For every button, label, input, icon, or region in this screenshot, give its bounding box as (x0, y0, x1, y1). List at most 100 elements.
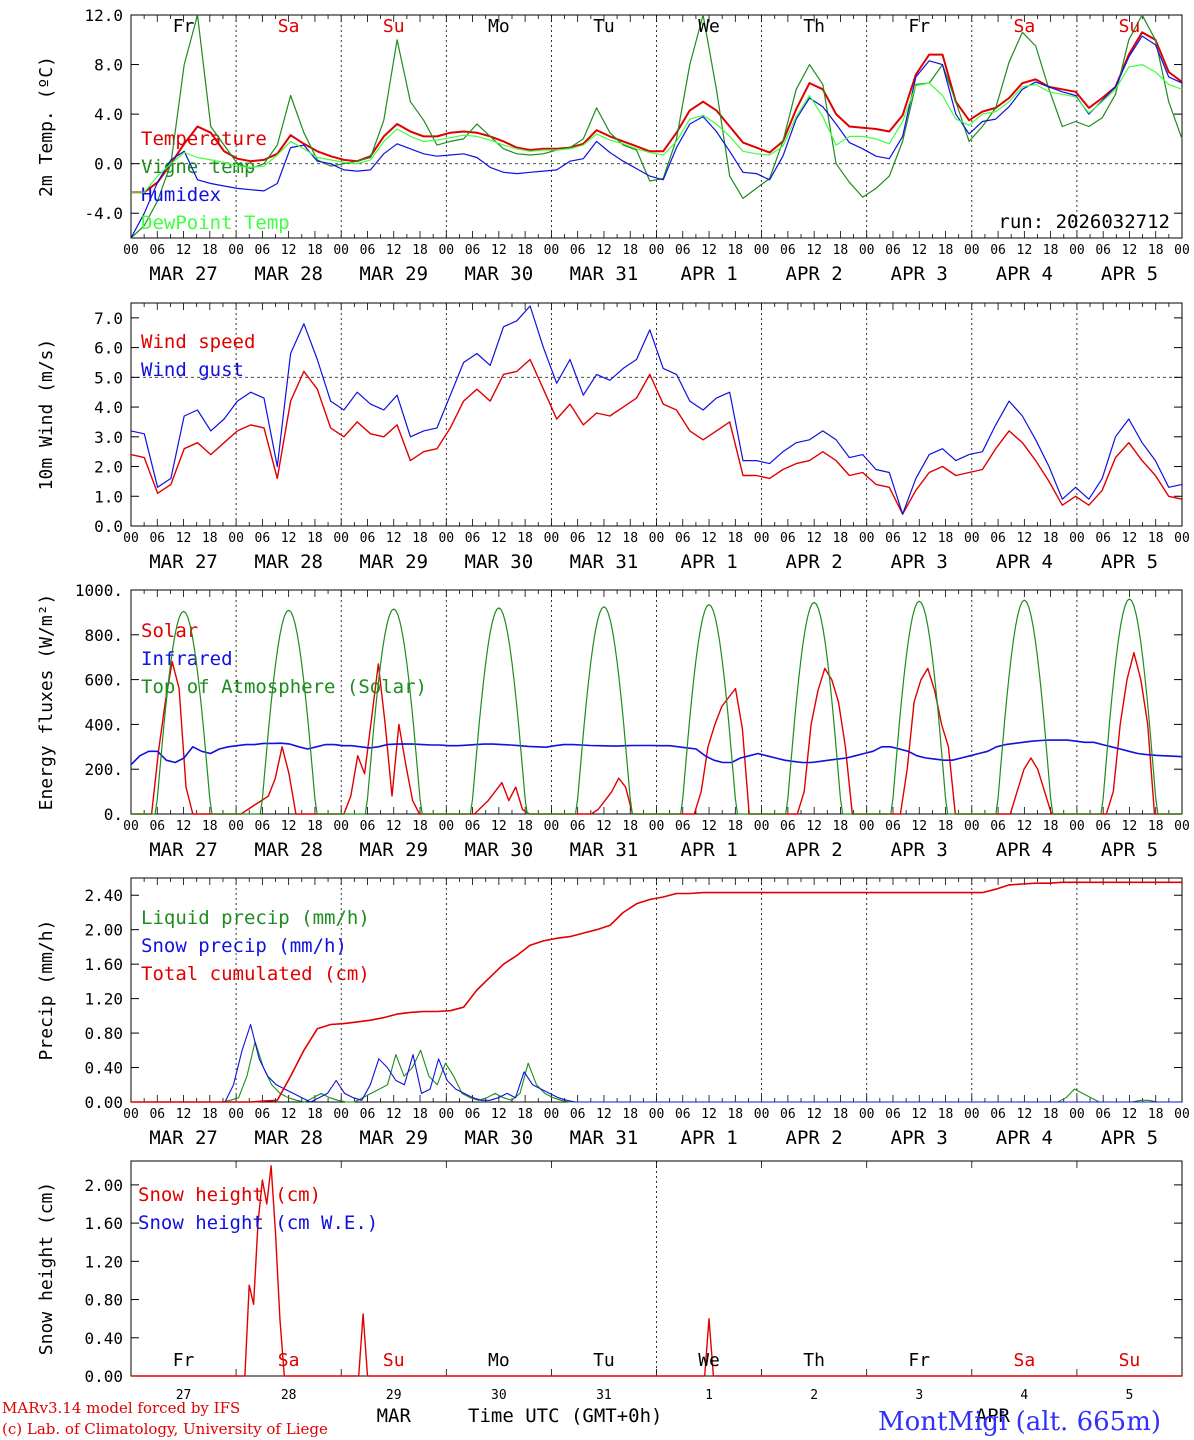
run-label: run: 2026032712 (998, 211, 1170, 233)
y-tick-label: 3.0 (94, 428, 123, 447)
date-label: APR 1 (680, 839, 737, 861)
x-tick-label: 00 (649, 819, 665, 834)
weekday-label: Tu (593, 1350, 615, 1371)
weekday-label: Fr (908, 16, 930, 37)
date-label: MAR 29 (359, 263, 428, 285)
x-tick-label: 06 (570, 819, 586, 834)
y-axis-label: Snow height (cm) (36, 1182, 57, 1355)
y-tick-label: 8.0 (94, 56, 123, 75)
x-tick-label: 18 (727, 1107, 743, 1122)
x-tick-label: 18 (622, 531, 638, 546)
y-tick-label: 5.0 (94, 368, 123, 387)
legend-entry: Total cumulated (cm) (141, 963, 370, 985)
x-tick-label: 06 (360, 531, 376, 546)
x-tick-label: 18 (202, 819, 218, 834)
x-tick-label: 00 (754, 531, 770, 546)
x-tick-label: 12 (491, 819, 507, 834)
weekday-label: Fr (908, 1350, 930, 1371)
date-label: APR 4 (996, 551, 1053, 573)
x-tick-label: 12 (911, 531, 927, 546)
x-tick-label: 12 (701, 819, 717, 834)
legend-entry: Infrared (141, 648, 233, 670)
x-tick-label: 18 (517, 531, 533, 546)
x-tick-label: 06 (885, 1107, 901, 1122)
date-label: APR 4 (996, 263, 1053, 285)
x-tick-label: 06 (990, 243, 1006, 258)
y-tick-label: 2.00 (84, 1176, 123, 1195)
x-tick-label: 18 (938, 819, 954, 834)
x-tick-label: 00 (1069, 1107, 1085, 1122)
x-tick-label: 06 (780, 1107, 796, 1122)
x-tick-label: 12 (596, 819, 612, 834)
y-tick-label: 1.20 (84, 990, 123, 1009)
y-tick-label: 0.80 (84, 1024, 123, 1043)
x-tick-label: 06 (255, 819, 271, 834)
x-tick-label: 00 (1174, 1107, 1190, 1122)
x-tick-label: 06 (255, 243, 271, 258)
x-tick-label: 18 (833, 819, 849, 834)
series-temperature (131, 31, 1183, 194)
x-tick-label: 06 (255, 531, 271, 546)
series-snow-precip-mm-h- (131, 1023, 1182, 1103)
legend-entry: Snow height (cm W.E.) (138, 1212, 378, 1234)
x-tick-label: 06 (465, 819, 481, 834)
date-label: MAR 27 (149, 551, 218, 573)
x-tick-label: 12 (1122, 531, 1138, 546)
panel-wind: 7.0 6.0 5.0 4.0 3.0 2.0 1.0 0.0 10m Wind (m/s) Wi… (36, 302, 1190, 573)
x-tick-label: 12 (176, 243, 192, 258)
x-tick-label: 06 (885, 819, 901, 834)
x-tick-label: 12 (176, 531, 192, 546)
day-number-label: 31 (596, 1388, 612, 1403)
y-tick-label: 0.00 (84, 1093, 123, 1112)
panel-energy: 1000. 800. 600. 400. 200. 0. Energy fluxes (W/… (36, 581, 1190, 861)
series-liquid-precip-mm-h- (131, 1041, 1182, 1103)
y-tick-label: 600. (84, 671, 123, 690)
series-total-cumulated-cm- (131, 881, 1182, 1103)
month-label: APR (976, 1405, 1011, 1427)
series-top-of-atmosphere-solar- (131, 598, 1182, 815)
x-tick-label: 12 (596, 243, 612, 258)
x-tick-label: 06 (885, 243, 901, 258)
legend-entry: Solar (141, 620, 198, 642)
date-label: MAR 31 (570, 839, 639, 861)
x-tick-label: 12 (281, 531, 297, 546)
x-tick-label: 18 (202, 531, 218, 546)
x-tick-label: 18 (517, 243, 533, 258)
x-tick-label: 06 (885, 531, 901, 546)
date-label: MAR 29 (359, 1127, 428, 1149)
weekday-label: Fr (173, 16, 195, 37)
x-tick-label: 18 (1043, 531, 1059, 546)
date-label: APR 2 (786, 263, 843, 285)
x-tick-label: 00 (754, 819, 770, 834)
date-label: APR 4 (996, 1127, 1053, 1149)
date-label: APR 4 (996, 839, 1053, 861)
x-tick-label: 12 (491, 531, 507, 546)
x-tick-label: 18 (517, 1107, 533, 1122)
x-tick-label: 18 (307, 531, 323, 546)
x-tick-label: 06 (1095, 243, 1111, 258)
x-tick-label: 00 (123, 531, 139, 546)
weekday-label: Mo (488, 16, 510, 37)
series-infrared (130, 739, 1183, 766)
legend-entry: Humidex (141, 184, 221, 206)
x-tick-label: 00 (544, 243, 560, 258)
x-tick-label: 12 (1017, 819, 1033, 834)
legend-entry: Temperature (141, 128, 267, 150)
x-tick-label: 00 (438, 531, 454, 546)
x-tick-label: 12 (386, 531, 402, 546)
x-tick-label: 00 (544, 1107, 560, 1122)
series-snow-height-cm- (131, 1165, 1182, 1377)
y-tick-label: 1000. (75, 581, 123, 600)
x-tick-label: 00 (333, 243, 349, 258)
y-tick-label: 4.0 (94, 105, 123, 124)
y-tick-label: 0.40 (84, 1329, 123, 1348)
x-tick-label: 12 (911, 1107, 927, 1122)
y-tick-label: 2.40 (84, 886, 123, 905)
x-tick-label: 18 (1043, 819, 1059, 834)
x-tick-label: 18 (412, 531, 428, 546)
x-tick-label: 18 (938, 243, 954, 258)
weekday-label: Sa (1014, 16, 1036, 37)
legend-entry: Snow height (cm) (138, 1184, 321, 1206)
series-wind-speed (130, 358, 1183, 515)
